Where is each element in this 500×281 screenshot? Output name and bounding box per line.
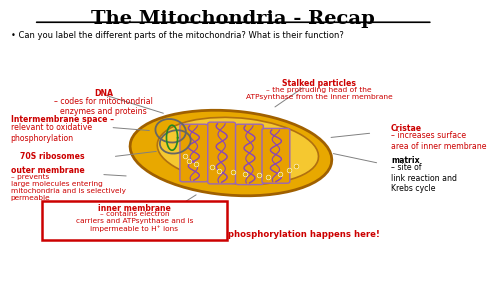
Text: – prevents
large molecules entering
mitochondria and is selectively
permeable: – prevents large molecules entering mito…	[10, 174, 126, 201]
Text: outer membrane: outer membrane	[10, 166, 85, 175]
Text: Stalked particles: Stalked particles	[282, 79, 356, 88]
FancyBboxPatch shape	[208, 122, 236, 184]
Text: Cristae: Cristae	[391, 124, 422, 133]
FancyBboxPatch shape	[42, 201, 227, 239]
Text: Oxidative phosphorylation happens here!: Oxidative phosphorylation happens here!	[179, 230, 380, 239]
FancyBboxPatch shape	[180, 124, 208, 182]
Text: 70S ribosomes: 70S ribosomes	[20, 152, 84, 161]
Ellipse shape	[130, 110, 332, 196]
Text: Intermembrane space –: Intermembrane space –	[10, 115, 114, 124]
Text: DNA: DNA	[94, 89, 113, 98]
Text: The Mitochondria - Recap: The Mitochondria - Recap	[92, 10, 375, 28]
Text: • Can you label the different parts of the mitochondria? What is their function?: • Can you label the different parts of t…	[10, 31, 344, 40]
Ellipse shape	[158, 117, 318, 184]
Text: – increases surface
area of inner membrane: – increases surface area of inner membra…	[391, 131, 486, 151]
Text: relevant to oxidative
phosphorylation: relevant to oxidative phosphorylation	[10, 123, 92, 143]
Text: matrix: matrix	[391, 156, 420, 165]
FancyBboxPatch shape	[236, 124, 264, 185]
Text: – the protruding head of the
ATPsynthase from the inner membrane: – the protruding head of the ATPsynthase…	[246, 87, 392, 100]
FancyBboxPatch shape	[262, 128, 290, 183]
Text: inner membrane: inner membrane	[98, 204, 171, 213]
Text: – contains electron
carriers and ATPsynthase and is
impermeable to H⁺ ions: – contains electron carriers and ATPsynt…	[76, 211, 193, 232]
Text: – site of
link reaction and
Krebs cycle: – site of link reaction and Krebs cycle	[391, 163, 457, 193]
Text: – codes for mitochondrial
enzymes and proteins: – codes for mitochondrial enzymes and pr…	[54, 97, 153, 116]
